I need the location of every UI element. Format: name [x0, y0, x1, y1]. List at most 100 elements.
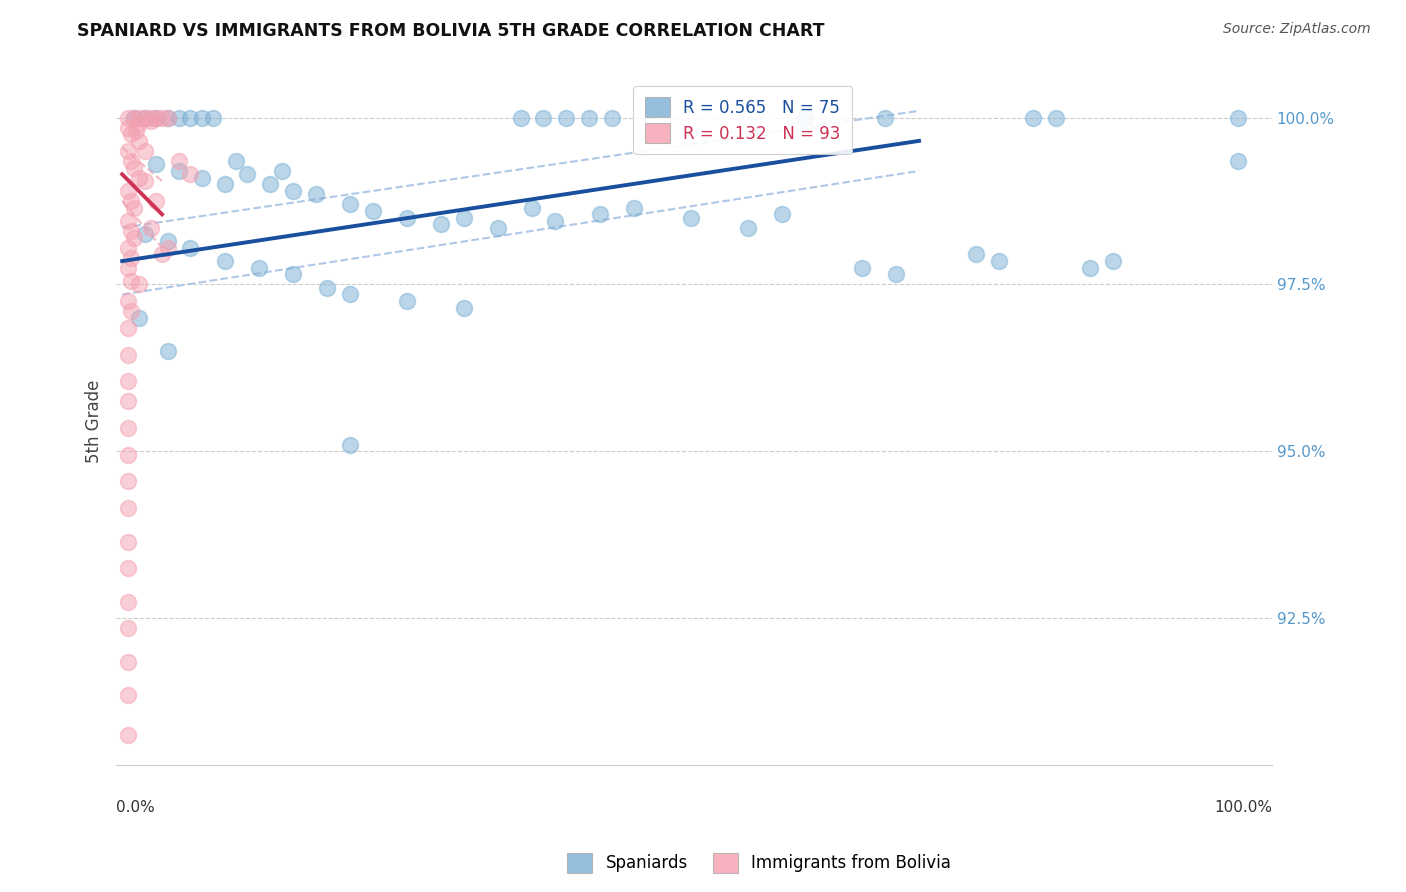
Point [117, 594, 139, 608]
Point [117, 475, 139, 489]
Point [145, 194, 167, 208]
Point [122, 201, 145, 215]
Point [259, 178, 281, 192]
Point [145, 111, 167, 125]
Point [270, 164, 292, 178]
Point [453, 211, 475, 225]
Point [202, 111, 225, 125]
Point [120, 127, 142, 141]
Point [770, 207, 793, 221]
Point [150, 111, 173, 125]
Point [214, 254, 236, 268]
Point [156, 241, 179, 255]
Point [120, 194, 142, 208]
Point [681, 211, 703, 225]
Point [120, 153, 142, 168]
Point [167, 153, 190, 168]
Point [1101, 254, 1123, 268]
Point [134, 227, 156, 242]
Point [122, 111, 145, 125]
Point [117, 688, 139, 702]
Point [128, 310, 150, 325]
Point [117, 347, 139, 361]
Point [117, 214, 139, 228]
Point [117, 111, 139, 125]
Point [316, 281, 339, 295]
Point [1045, 111, 1067, 125]
Point [139, 113, 162, 128]
Point [179, 111, 201, 125]
Point [117, 534, 139, 549]
Point [305, 187, 328, 202]
Point [179, 241, 201, 255]
Point [395, 211, 418, 225]
Point [225, 153, 247, 168]
Point [120, 224, 142, 238]
Point [117, 501, 139, 516]
Point [453, 301, 475, 315]
Legend: R = 0.565   N = 75, R = 0.132   N = 93: R = 0.565 N = 75, R = 0.132 N = 93 [633, 86, 852, 154]
Point [361, 204, 384, 219]
Point [117, 561, 139, 575]
Point [531, 111, 554, 125]
Point [125, 124, 148, 138]
Point [884, 268, 907, 282]
Point [600, 111, 623, 125]
Point [509, 111, 531, 125]
Point [339, 287, 361, 301]
Point [122, 230, 145, 244]
Point [281, 184, 304, 198]
Point [281, 268, 304, 282]
Text: SPANIARD VS IMMIGRANTS FROM BOLIVIA 5TH GRADE CORRELATION CHART: SPANIARD VS IMMIGRANTS FROM BOLIVIA 5TH … [77, 22, 825, 40]
Point [873, 111, 896, 125]
Point [117, 621, 139, 635]
Point [339, 438, 361, 452]
Text: 0.0%: 0.0% [117, 799, 155, 814]
Point [794, 111, 817, 125]
Point [128, 170, 150, 185]
Point [236, 167, 259, 181]
Point [167, 164, 190, 178]
Point [117, 144, 139, 158]
Point [339, 197, 361, 211]
Point [1022, 111, 1045, 125]
Point [134, 144, 156, 158]
Point [430, 218, 453, 232]
Text: 100.0%: 100.0% [1213, 799, 1272, 814]
Point [117, 294, 139, 309]
Point [128, 134, 150, 148]
Point [167, 111, 190, 125]
Point [395, 294, 418, 309]
Point [965, 247, 987, 261]
Point [145, 111, 167, 125]
Point [156, 111, 179, 125]
Point [128, 117, 150, 131]
Point [737, 220, 759, 235]
Point [520, 201, 543, 215]
Point [214, 178, 236, 192]
Point [120, 274, 142, 288]
Point [122, 161, 145, 175]
Point [117, 421, 139, 435]
Point [145, 157, 167, 171]
Point [139, 111, 162, 125]
Point [191, 111, 214, 125]
Point [179, 167, 201, 181]
Point [1078, 260, 1101, 275]
Point [128, 111, 150, 125]
Point [117, 260, 139, 275]
Point [117, 655, 139, 669]
Point [134, 111, 156, 125]
Point [247, 260, 270, 275]
Point [589, 207, 612, 221]
Point [117, 394, 139, 409]
Point [150, 247, 173, 261]
Point [117, 448, 139, 462]
Point [134, 111, 156, 125]
Point [486, 220, 509, 235]
Point [117, 120, 139, 135]
Point [851, 260, 873, 275]
Point [117, 728, 139, 742]
Point [134, 174, 156, 188]
Point [555, 111, 578, 125]
